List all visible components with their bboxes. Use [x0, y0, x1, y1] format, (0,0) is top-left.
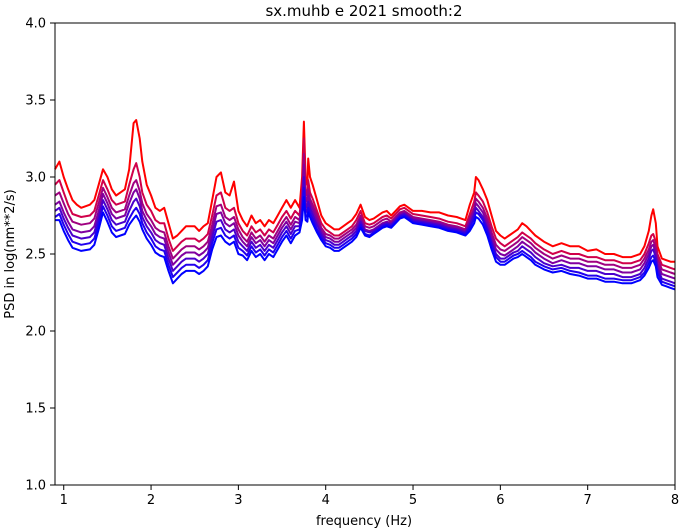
x-tick-label: 6 [496, 493, 504, 508]
series-line-3 [54, 152, 676, 275]
series-line-6 [54, 186, 676, 288]
x-tick-label: 3 [234, 493, 242, 508]
x-tick-label: 4 [322, 493, 330, 508]
series-layer [54, 119, 676, 291]
x-axis: 1 2 3 4 5 6 7 8 [60, 485, 679, 508]
x-tick-label: 2 [147, 493, 155, 508]
y-tick-label: 1.0 [25, 479, 46, 494]
y-axis: 1.0 1.5 2.0 2.5 3.0 3.5 4.0 [25, 17, 55, 494]
series-line-1 [54, 119, 675, 263]
x-axis-label: frequency (Hz) [316, 514, 412, 529]
series-line-2 [54, 137, 676, 271]
y-tick-label: 4.0 [25, 17, 46, 32]
x-tick-label: 5 [409, 493, 417, 508]
series-line-7 [55, 196, 676, 291]
x-tick-label: 7 [584, 493, 592, 508]
y-tick-label: 3.0 [25, 171, 46, 186]
y-tick-label: 2.0 [25, 325, 46, 340]
y-tick-label: 1.5 [25, 402, 46, 417]
y-tick-label: 3.5 [25, 94, 46, 109]
series-line-4 [54, 163, 676, 280]
y-axis-label: PSD in log(nm**2/s) [3, 189, 18, 319]
series-line-5 [54, 176, 676, 285]
x-tick-label: 1 [60, 493, 68, 508]
x-tick-label: 8 [671, 493, 679, 508]
y-tick-label: 2.5 [25, 248, 46, 263]
chart-title: sx.muhb e 2021 smooth:2 [265, 2, 462, 20]
